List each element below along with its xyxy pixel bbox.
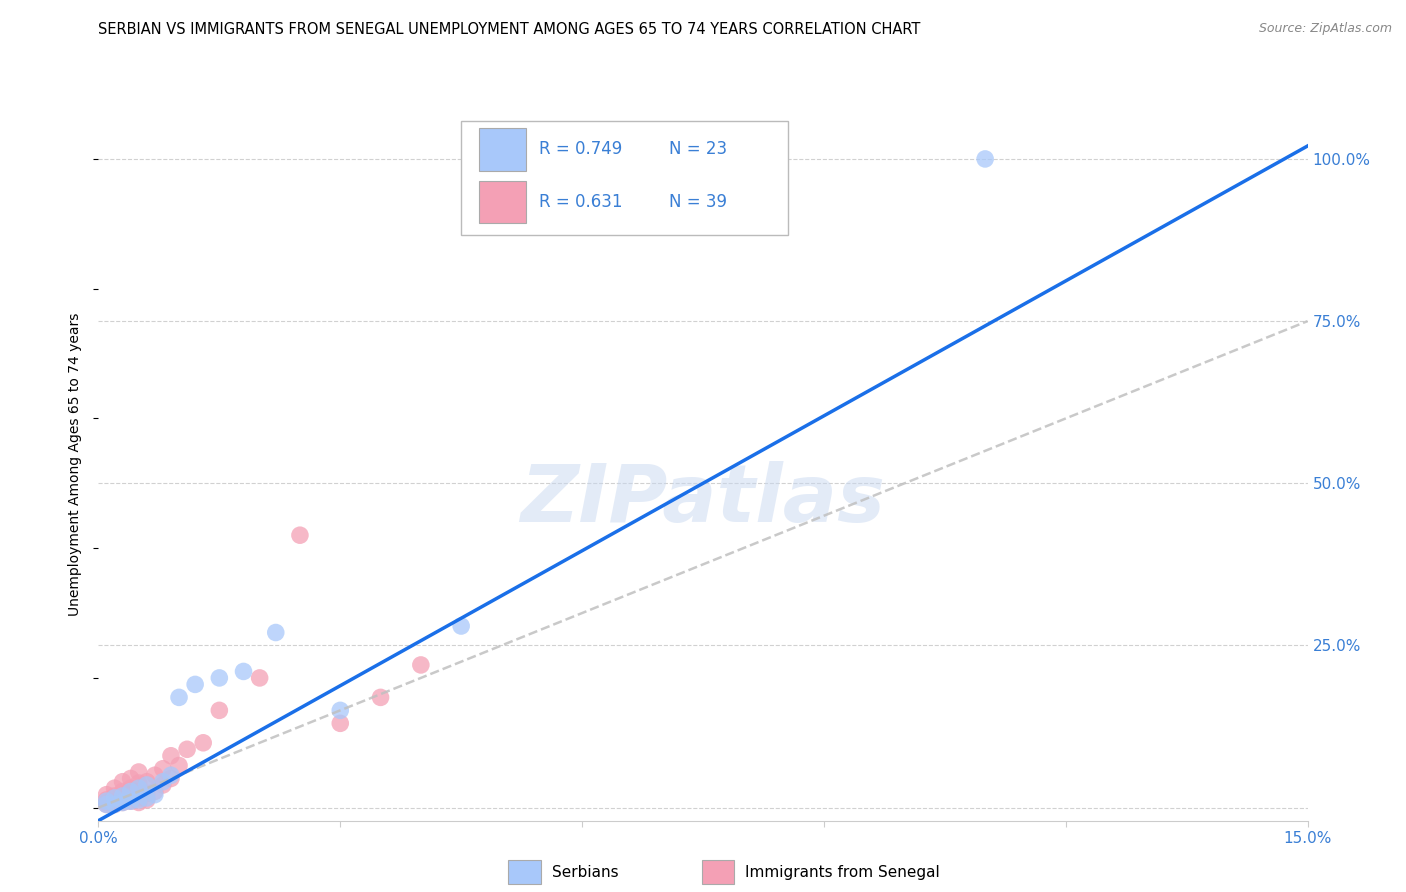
Point [128, 791, 150, 805]
Point [193, 736, 215, 750]
Point [974, 152, 997, 166]
Point [135, 793, 157, 807]
Point [103, 789, 125, 803]
Point [135, 774, 157, 789]
Point [96, 788, 118, 802]
Point [152, 778, 174, 792]
Point [96, 797, 118, 812]
Point [167, 758, 190, 772]
Point [96, 794, 118, 808]
Point [120, 772, 142, 786]
Point [120, 781, 142, 796]
Y-axis label: Unemployment Among Ages 65 to 74 years: Unemployment Among Ages 65 to 74 years [69, 312, 83, 615]
Point [128, 796, 150, 810]
Point [288, 528, 311, 542]
Text: Serbians: Serbians [553, 864, 619, 880]
FancyBboxPatch shape [461, 121, 787, 235]
Point [329, 703, 352, 717]
Point [143, 788, 166, 802]
Text: Source: ZipAtlas.com: Source: ZipAtlas.com [1258, 22, 1392, 36]
Point [111, 774, 134, 789]
Point [120, 784, 142, 798]
Point [135, 786, 157, 800]
FancyBboxPatch shape [479, 128, 526, 170]
Point [103, 797, 125, 812]
Point [103, 797, 125, 812]
Text: R = 0.749: R = 0.749 [538, 141, 621, 159]
Point [167, 690, 190, 705]
Point [208, 671, 231, 685]
Point [152, 762, 174, 776]
Point [111, 789, 134, 803]
Point [160, 772, 183, 786]
Point [111, 791, 134, 805]
Point [450, 619, 472, 633]
Point [111, 796, 134, 810]
Point [208, 703, 231, 717]
Point [152, 774, 174, 789]
Point [128, 776, 150, 790]
Text: ZIPatlas: ZIPatlas [520, 460, 886, 539]
Point [103, 791, 125, 805]
FancyBboxPatch shape [509, 860, 541, 884]
Point [329, 716, 352, 731]
Point [103, 781, 125, 796]
Point [160, 748, 183, 763]
Text: N = 39: N = 39 [669, 193, 727, 211]
Text: R = 0.631: R = 0.631 [538, 193, 621, 211]
FancyBboxPatch shape [702, 860, 734, 884]
Point [184, 677, 207, 691]
Point [96, 796, 118, 810]
Point [96, 793, 118, 807]
Point [128, 793, 150, 807]
Point [120, 794, 142, 808]
Point [160, 768, 183, 782]
Point [120, 788, 142, 802]
Point [135, 778, 157, 792]
Text: N = 23: N = 23 [669, 141, 727, 159]
Point [128, 784, 150, 798]
Point [128, 781, 150, 796]
Point [111, 796, 134, 810]
Point [96, 797, 118, 812]
Point [264, 625, 287, 640]
FancyBboxPatch shape [479, 180, 526, 223]
Point [120, 794, 142, 808]
Point [370, 690, 392, 705]
Point [135, 791, 157, 805]
Point [103, 794, 125, 808]
Point [128, 764, 150, 779]
Point [176, 742, 198, 756]
Point [111, 784, 134, 798]
Point [143, 768, 166, 782]
Text: SERBIAN VS IMMIGRANTS FROM SENEGAL UNEMPLOYMENT AMONG AGES 65 TO 74 YEARS CORREL: SERBIAN VS IMMIGRANTS FROM SENEGAL UNEMP… [98, 22, 921, 37]
Point [409, 657, 432, 672]
Text: Immigrants from Senegal: Immigrants from Senegal [745, 864, 941, 880]
Point [143, 784, 166, 798]
Point [232, 665, 254, 679]
Point [249, 671, 271, 685]
